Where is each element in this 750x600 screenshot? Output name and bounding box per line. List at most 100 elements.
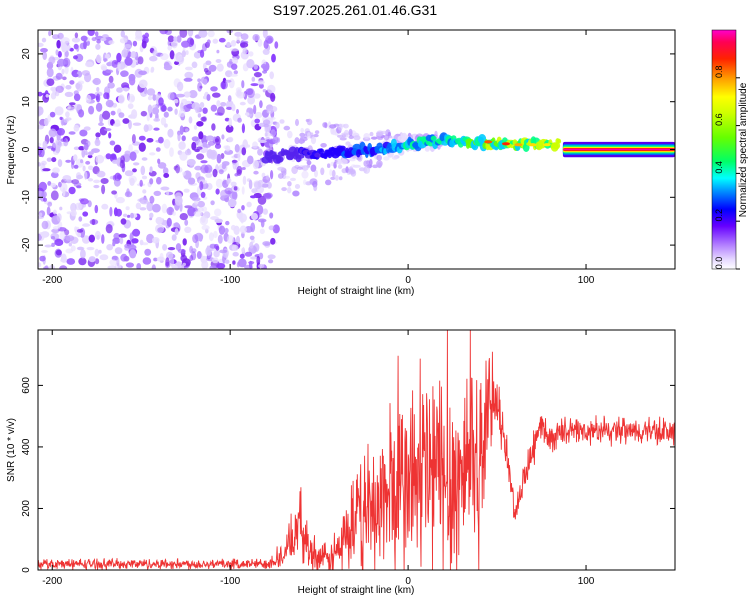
noise-blob bbox=[95, 43, 101, 50]
noise-blob bbox=[196, 121, 204, 127]
noise-blob bbox=[196, 251, 202, 259]
sparse-blob bbox=[287, 187, 292, 194]
noise-blob bbox=[257, 80, 265, 85]
noise-blob bbox=[95, 95, 100, 101]
noise-blob bbox=[185, 66, 193, 71]
noise-blob bbox=[104, 40, 108, 45]
noise-blob bbox=[127, 93, 135, 103]
noise-blob bbox=[109, 206, 113, 217]
noise-blob bbox=[181, 50, 186, 58]
noise-blob bbox=[153, 127, 160, 131]
noise-blob bbox=[177, 131, 181, 142]
noise-blob bbox=[209, 149, 218, 160]
noise-blob bbox=[258, 139, 267, 143]
noise-blob bbox=[78, 216, 83, 222]
noise-blob bbox=[231, 244, 239, 252]
sparse-blob bbox=[338, 176, 343, 181]
sparse-blob bbox=[295, 118, 299, 127]
noise-blob bbox=[196, 153, 205, 160]
noise-blob bbox=[99, 126, 108, 136]
noise-blob bbox=[127, 103, 134, 109]
noise-blob bbox=[246, 59, 255, 69]
noise-blob bbox=[176, 35, 182, 43]
noise-blob bbox=[60, 253, 67, 263]
noise-blob bbox=[242, 47, 248, 55]
sparse-blob bbox=[363, 166, 371, 174]
noise-blob bbox=[41, 250, 48, 253]
sparse-blob bbox=[335, 158, 343, 165]
noise-blob bbox=[226, 178, 230, 185]
noise-blob bbox=[128, 175, 137, 184]
noise-blob bbox=[118, 112, 125, 118]
noise-blob bbox=[218, 225, 226, 235]
noise-blob bbox=[63, 118, 69, 123]
noise-blob bbox=[54, 106, 64, 116]
noise-blob bbox=[119, 237, 124, 245]
noise-blob bbox=[96, 170, 106, 178]
noise-blob bbox=[94, 248, 100, 257]
noise-blob bbox=[163, 111, 169, 118]
ridge-blob bbox=[295, 154, 305, 159]
noise-blob bbox=[132, 40, 138, 47]
sparse-blob bbox=[296, 166, 303, 170]
noise-blob bbox=[257, 195, 267, 205]
noise-blob bbox=[179, 108, 186, 118]
noise-blob bbox=[91, 148, 100, 154]
sparse-blob bbox=[263, 124, 270, 128]
noise-blob bbox=[140, 110, 148, 117]
noise-blob bbox=[118, 233, 127, 238]
noise-blob bbox=[38, 106, 44, 116]
noise-blob bbox=[199, 102, 205, 108]
noise-blob bbox=[250, 222, 256, 233]
spectrogram-data bbox=[38, 30, 675, 269]
noise-blob bbox=[76, 174, 84, 180]
noise-blob bbox=[184, 226, 192, 233]
noise-blob bbox=[39, 255, 46, 262]
noise-blob bbox=[243, 90, 248, 100]
noise-blob bbox=[109, 259, 117, 266]
noise-blob bbox=[98, 249, 102, 254]
noise-blob bbox=[150, 69, 154, 73]
noise-blob bbox=[205, 70, 212, 76]
noise-blob bbox=[247, 95, 256, 105]
noise-blob bbox=[216, 263, 226, 269]
noise-blob bbox=[77, 80, 85, 85]
noise-blob bbox=[197, 200, 206, 208]
sparse-blob bbox=[325, 179, 332, 186]
noise-blob bbox=[231, 57, 239, 65]
noise-blob bbox=[86, 246, 95, 251]
noise-blob bbox=[113, 232, 120, 240]
noise-blob bbox=[55, 49, 59, 56]
sparse-blob bbox=[383, 156, 390, 161]
sparse-blob bbox=[369, 131, 374, 137]
noise-blob bbox=[253, 72, 262, 78]
noise-blob bbox=[70, 202, 77, 212]
noise-blob bbox=[167, 35, 175, 43]
noise-blob bbox=[60, 138, 67, 143]
x-tick-label: 0 bbox=[405, 275, 411, 286]
noise-blob bbox=[247, 155, 254, 165]
noise-blob bbox=[49, 111, 56, 118]
noise-blob bbox=[111, 159, 119, 164]
noise-blob bbox=[221, 163, 227, 170]
sparse-blob bbox=[348, 128, 353, 137]
noise-blob bbox=[109, 140, 116, 146]
noise-blob bbox=[184, 149, 192, 156]
ridge-hotspot bbox=[502, 142, 510, 146]
sparse-blob bbox=[305, 181, 312, 186]
noise-blob bbox=[95, 230, 101, 240]
noise-blob bbox=[156, 176, 162, 185]
noise-blob bbox=[226, 106, 233, 110]
noise-blob bbox=[106, 62, 113, 67]
noise-blob bbox=[116, 174, 122, 180]
noise-blob bbox=[198, 131, 204, 140]
noise-blob bbox=[237, 208, 242, 214]
sparse-blob bbox=[303, 179, 307, 185]
noise-blob bbox=[233, 186, 238, 191]
noise-blob bbox=[163, 139, 171, 149]
x-tick-label: -200 bbox=[42, 275, 62, 286]
noise-blob bbox=[173, 52, 183, 63]
noise-blob bbox=[250, 256, 258, 260]
noise-blob bbox=[92, 77, 101, 86]
